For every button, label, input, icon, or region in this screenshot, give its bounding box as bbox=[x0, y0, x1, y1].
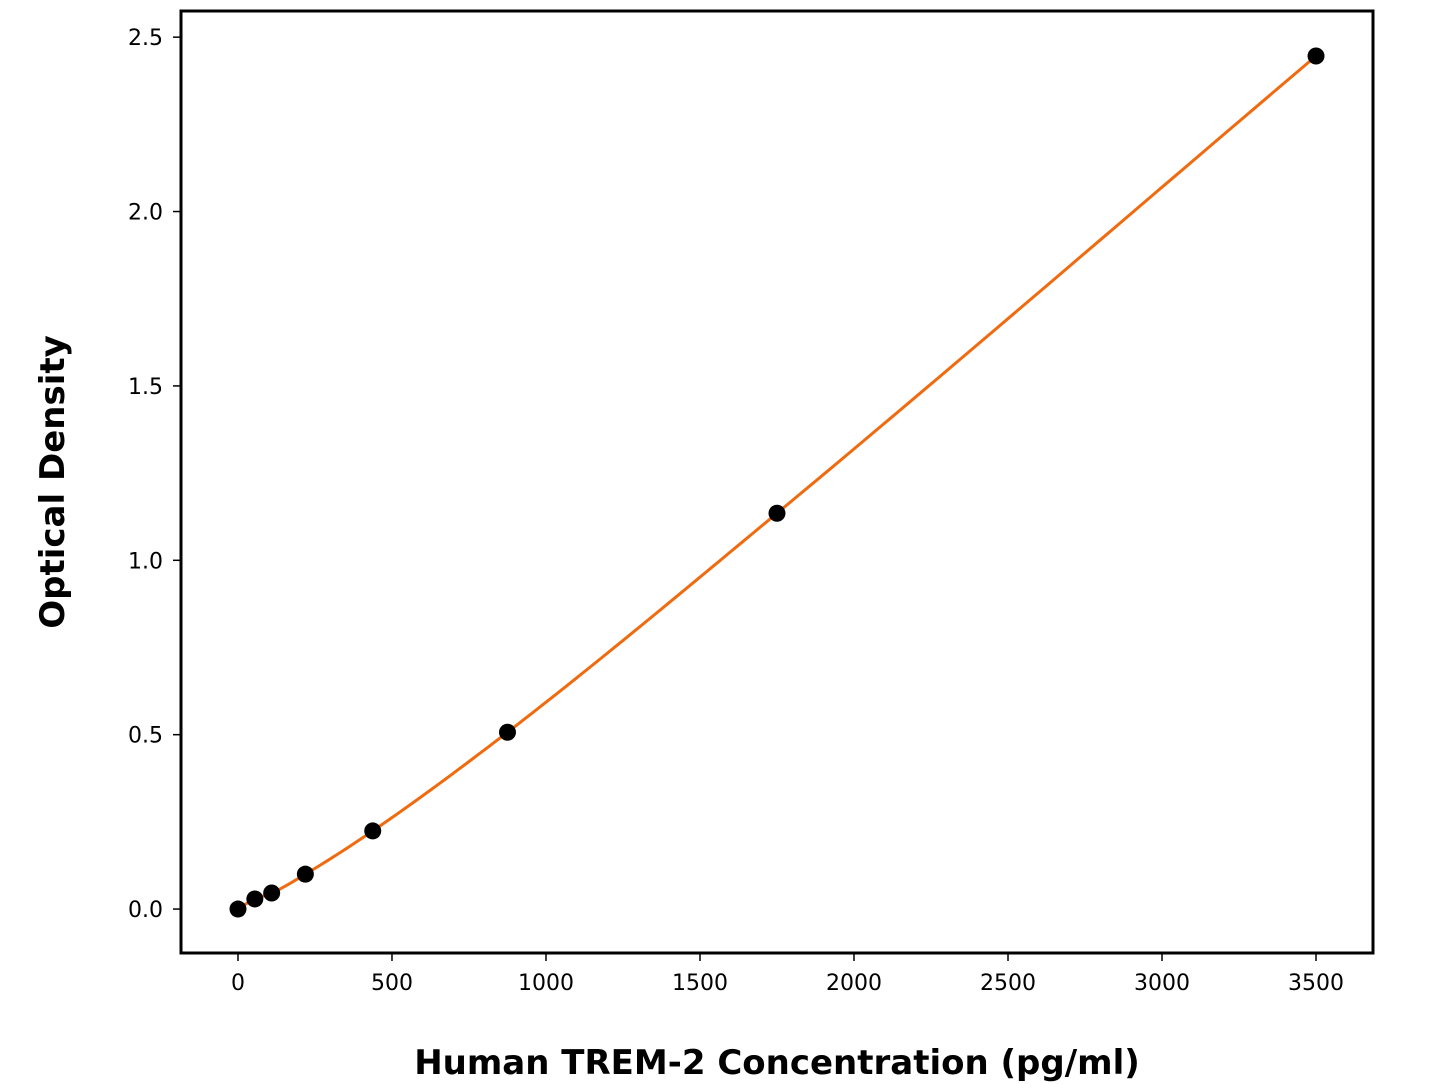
x-tick-label: 2000 bbox=[826, 971, 882, 996]
x-tick-label: 500 bbox=[371, 971, 413, 996]
x-tick-label: 2500 bbox=[980, 971, 1036, 996]
data-point bbox=[296, 865, 314, 883]
x-tick-label: 0 bbox=[231, 971, 245, 996]
data-point bbox=[364, 822, 382, 840]
y-tick-label: 0.0 bbox=[128, 898, 163, 923]
x-axis-label: Human TREM-2 Concentration (pg/ml) bbox=[414, 1043, 1140, 1083]
data-point bbox=[263, 884, 281, 902]
data-point bbox=[768, 504, 786, 522]
data-point bbox=[229, 900, 247, 918]
plot-frame bbox=[179, 9, 1375, 955]
x-tick-label: 3500 bbox=[1288, 971, 1344, 996]
data-point bbox=[246, 890, 264, 908]
data-point bbox=[498, 723, 516, 741]
y-tick-label: 1.0 bbox=[128, 549, 163, 574]
x-tick-label: 3000 bbox=[1134, 971, 1190, 996]
x-tick-label: 1000 bbox=[518, 971, 574, 996]
fit-curve bbox=[237, 54, 1317, 911]
x-tick-label: 1500 bbox=[672, 971, 728, 996]
y-tick-label: 2.5 bbox=[128, 26, 163, 51]
y-axis-label: Optical Density bbox=[33, 335, 73, 629]
y-tick-label: 2.0 bbox=[128, 201, 163, 226]
data-point bbox=[1307, 47, 1325, 65]
y-tick-label: 0.5 bbox=[128, 724, 163, 749]
y-tick-label: 1.5 bbox=[128, 375, 163, 400]
